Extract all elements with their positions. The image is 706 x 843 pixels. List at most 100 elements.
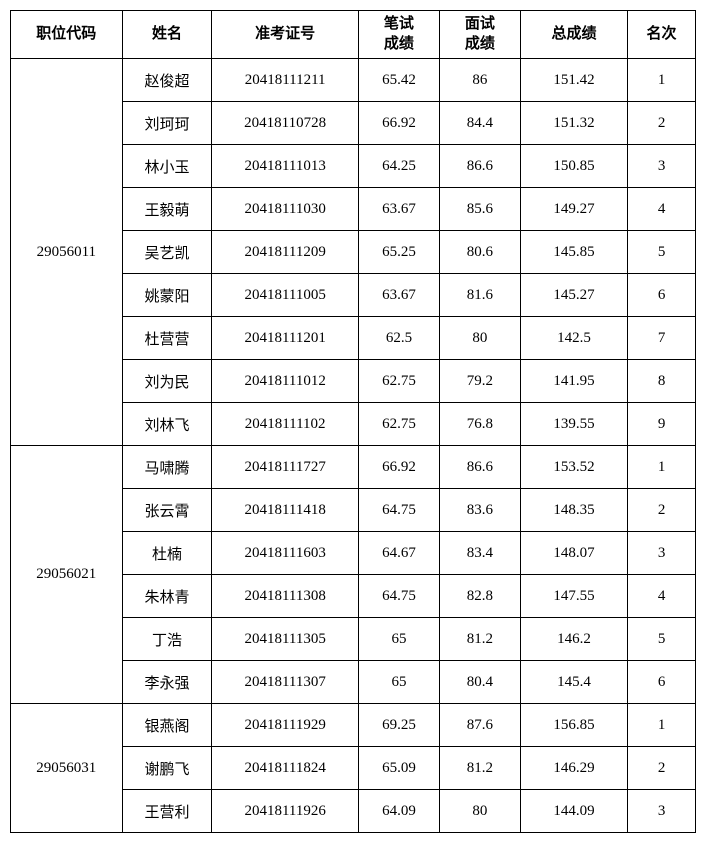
- cell-exam-number: 20418110728: [212, 102, 359, 145]
- cell-exam-number: 20418111727: [212, 446, 359, 489]
- cell-name: 姚蒙阳: [122, 274, 212, 317]
- cell-rank: 6: [628, 661, 696, 704]
- header-interview-score: 面试成绩: [439, 11, 520, 59]
- cell-rank: 9: [628, 403, 696, 446]
- cell-written: 66.92: [358, 446, 439, 489]
- cell-interview: 86.6: [439, 145, 520, 188]
- cell-written: 65: [358, 661, 439, 704]
- cell-written: 62.5: [358, 317, 439, 360]
- table-row: 29056031银燕阁2041811192969.2587.6156.851: [11, 704, 696, 747]
- cell-exam-number: 20418111013: [212, 145, 359, 188]
- cell-interview: 83.6: [439, 489, 520, 532]
- cell-rank: 5: [628, 231, 696, 274]
- cell-exam-number: 20418111926: [212, 790, 359, 833]
- cell-interview: 83.4: [439, 532, 520, 575]
- cell-position-code: 29056011: [11, 59, 123, 446]
- cell-interview: 87.6: [439, 704, 520, 747]
- cell-name: 王毅萌: [122, 188, 212, 231]
- cell-exam-number: 20418111209: [212, 231, 359, 274]
- cell-name: 朱林青: [122, 575, 212, 618]
- cell-rank: 1: [628, 704, 696, 747]
- cell-exam-number: 20418111030: [212, 188, 359, 231]
- cell-written: 65.25: [358, 231, 439, 274]
- cell-rank: 4: [628, 188, 696, 231]
- cell-rank: 5: [628, 618, 696, 661]
- cell-exam-number: 20418111305: [212, 618, 359, 661]
- cell-exam-number: 20418111824: [212, 747, 359, 790]
- cell-total: 142.5: [520, 317, 627, 360]
- table-row: 29056021马啸腾2041811172766.9286.6153.521: [11, 446, 696, 489]
- cell-name: 谢鹏飞: [122, 747, 212, 790]
- cell-interview: 86: [439, 59, 520, 102]
- cell-exam-number: 20418111603: [212, 532, 359, 575]
- cell-rank: 8: [628, 360, 696, 403]
- cell-name: 马啸腾: [122, 446, 212, 489]
- cell-written: 64.25: [358, 145, 439, 188]
- cell-name: 刘林飞: [122, 403, 212, 446]
- cell-rank: 2: [628, 102, 696, 145]
- cell-exam-number: 20418111005: [212, 274, 359, 317]
- cell-interview: 80: [439, 790, 520, 833]
- table-body: 29056011赵俊超2041811121165.4286151.421刘珂珂2…: [11, 59, 696, 833]
- cell-total: 147.55: [520, 575, 627, 618]
- cell-name: 杜营营: [122, 317, 212, 360]
- cell-name: 林小玉: [122, 145, 212, 188]
- cell-interview: 85.6: [439, 188, 520, 231]
- cell-rank: 4: [628, 575, 696, 618]
- cell-written: 63.67: [358, 274, 439, 317]
- cell-written: 63.67: [358, 188, 439, 231]
- cell-total: 144.09: [520, 790, 627, 833]
- cell-total: 146.29: [520, 747, 627, 790]
- cell-position-code: 29056021: [11, 446, 123, 704]
- cell-written: 64.75: [358, 575, 439, 618]
- cell-total: 145.4: [520, 661, 627, 704]
- cell-rank: 1: [628, 59, 696, 102]
- cell-name: 杜楠: [122, 532, 212, 575]
- cell-written: 65.42: [358, 59, 439, 102]
- cell-exam-number: 20418111201: [212, 317, 359, 360]
- header-written-score: 笔试成绩: [358, 11, 439, 59]
- cell-name: 刘珂珂: [122, 102, 212, 145]
- cell-interview: 81.6: [439, 274, 520, 317]
- scores-table: 职位代码 姓名 准考证号 笔试成绩 面试成绩 总成绩 名次 29056011赵俊…: [10, 10, 696, 833]
- cell-interview: 86.6: [439, 446, 520, 489]
- cell-total: 146.2: [520, 618, 627, 661]
- cell-exam-number: 20418111211: [212, 59, 359, 102]
- cell-rank: 2: [628, 747, 696, 790]
- cell-total: 153.52: [520, 446, 627, 489]
- cell-interview: 81.2: [439, 618, 520, 661]
- cell-name: 丁浩: [122, 618, 212, 661]
- cell-exam-number: 20418111418: [212, 489, 359, 532]
- cell-total: 148.07: [520, 532, 627, 575]
- cell-total: 148.35: [520, 489, 627, 532]
- cell-written: 64.75: [358, 489, 439, 532]
- cell-name: 刘为民: [122, 360, 212, 403]
- cell-total: 156.85: [520, 704, 627, 747]
- cell-total: 145.85: [520, 231, 627, 274]
- cell-name: 王营利: [122, 790, 212, 833]
- cell-rank: 3: [628, 532, 696, 575]
- cell-name: 吴艺凯: [122, 231, 212, 274]
- header-exam-number: 准考证号: [212, 11, 359, 59]
- cell-written: 65: [358, 618, 439, 661]
- cell-exam-number: 20418111012: [212, 360, 359, 403]
- cell-written: 62.75: [358, 403, 439, 446]
- cell-interview: 82.8: [439, 575, 520, 618]
- cell-rank: 3: [628, 145, 696, 188]
- cell-rank: 7: [628, 317, 696, 360]
- cell-rank: 2: [628, 489, 696, 532]
- cell-exam-number: 20418111102: [212, 403, 359, 446]
- cell-name: 赵俊超: [122, 59, 212, 102]
- cell-rank: 1: [628, 446, 696, 489]
- header-name: 姓名: [122, 11, 212, 59]
- cell-total: 145.27: [520, 274, 627, 317]
- cell-written: 69.25: [358, 704, 439, 747]
- cell-name: 银燕阁: [122, 704, 212, 747]
- cell-exam-number: 20418111307: [212, 661, 359, 704]
- cell-exam-number: 20418111929: [212, 704, 359, 747]
- cell-written: 62.75: [358, 360, 439, 403]
- cell-name: 李永强: [122, 661, 212, 704]
- cell-exam-number: 20418111308: [212, 575, 359, 618]
- cell-name: 张云霄: [122, 489, 212, 532]
- cell-interview: 80.6: [439, 231, 520, 274]
